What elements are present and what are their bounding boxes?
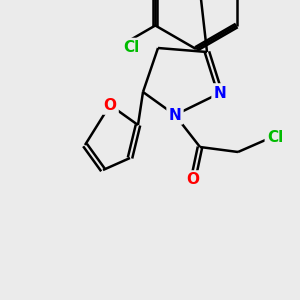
Text: Cl: Cl bbox=[123, 40, 139, 55]
Text: O: O bbox=[103, 98, 116, 112]
Text: Cl: Cl bbox=[267, 130, 283, 146]
Text: N: N bbox=[214, 85, 226, 100]
Text: N: N bbox=[169, 107, 182, 122]
Text: O: O bbox=[187, 172, 200, 188]
